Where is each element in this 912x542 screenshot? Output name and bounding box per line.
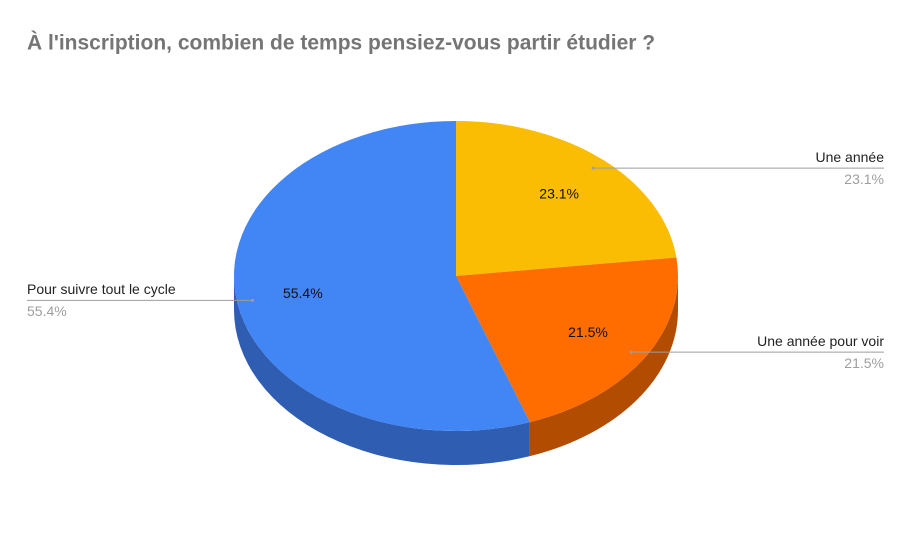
chart-title: À l'inscription, combien de temps pensie… [27,32,655,55]
slice [234,121,530,465]
slice-top [456,257,678,423]
data-label: 55.4% [283,285,323,301]
legend-percent: 23.1% [844,171,884,187]
legend-label: Une année pour voir [757,333,884,349]
legend-label: Une année [815,149,884,165]
slice [456,257,678,457]
leader-dot [629,350,633,354]
legend-percent: 21.5% [844,355,884,371]
slice-top [456,121,677,276]
slice-side [529,276,678,457]
legend-percent: 55.4% [27,303,67,319]
leader-dot [251,298,255,302]
data-label: 23.1% [539,186,579,202]
slice [456,121,677,276]
data-label: 21.5% [568,324,608,340]
slice-top [234,121,530,431]
leader-dot [591,166,595,170]
legend-label: Pour suivre tout le cycle [27,281,176,297]
slice-side [234,276,530,465]
